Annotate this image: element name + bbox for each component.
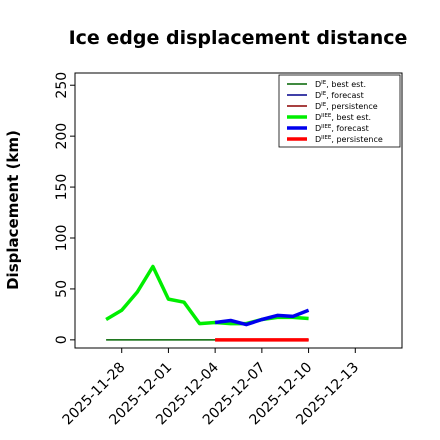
x-axis: 2025-11-282025-12-012025-12-042025-12-07…	[60, 348, 362, 428]
y-axis-label: Displacement (km)	[4, 130, 22, 290]
chart-title: Ice edge displacement distance	[69, 27, 408, 49]
legend-label: DIE, forecast	[315, 91, 364, 100]
legend-label: DIIEE, forecast	[315, 124, 369, 133]
legend-label: DIE, persistence	[315, 102, 378, 111]
y-tick-label: 200	[54, 123, 70, 150]
series-layer	[105, 264, 310, 342]
legend-box	[278, 74, 401, 148]
y-tick-label: 100	[54, 225, 70, 252]
series-line-5	[214, 308, 310, 327]
y-axis: 0 50 100 150 200 250	[54, 72, 75, 344]
y-tick-label: 150	[54, 174, 70, 201]
legend-label: DIE, best est.	[315, 80, 366, 89]
legend-label: DIIEE, persistence	[315, 135, 383, 144]
y-tick-label: 250	[54, 72, 70, 99]
plot-frame	[74, 72, 403, 349]
legend-label: DIIEE, best est.	[315, 113, 371, 122]
legend: DIE, best est. DIE, forecast DIE, persiste…	[278, 74, 401, 148]
y-tick-label: 50	[54, 280, 70, 298]
y-tick-label: 0	[54, 335, 70, 344]
